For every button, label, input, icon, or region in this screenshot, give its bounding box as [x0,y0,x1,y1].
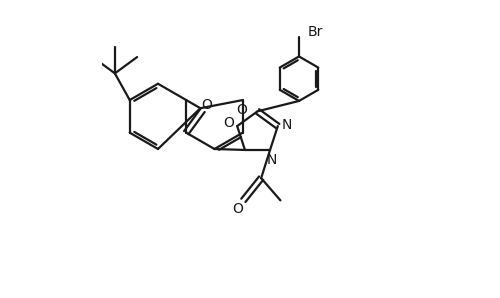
Text: Br: Br [308,25,322,39]
Text: O: O [223,116,234,130]
Text: O: O [202,97,212,111]
Text: O: O [232,202,243,216]
Text: O: O [236,103,246,117]
Text: N: N [282,118,292,132]
Text: N: N [266,153,276,167]
